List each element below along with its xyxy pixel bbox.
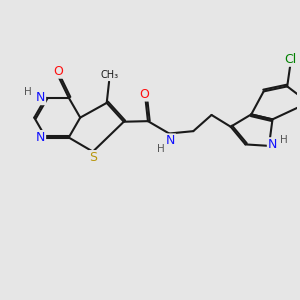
Text: H: H	[280, 135, 288, 145]
Text: N: N	[268, 138, 277, 151]
Text: H: H	[157, 144, 165, 154]
Text: O: O	[139, 88, 149, 100]
Text: S: S	[89, 151, 97, 164]
Text: H: H	[24, 87, 32, 98]
Text: CH₃: CH₃	[100, 70, 118, 80]
Text: N: N	[36, 91, 45, 104]
Text: Cl: Cl	[284, 53, 296, 66]
Text: N: N	[36, 131, 45, 144]
Text: O: O	[53, 65, 63, 78]
Text: N: N	[166, 134, 175, 147]
